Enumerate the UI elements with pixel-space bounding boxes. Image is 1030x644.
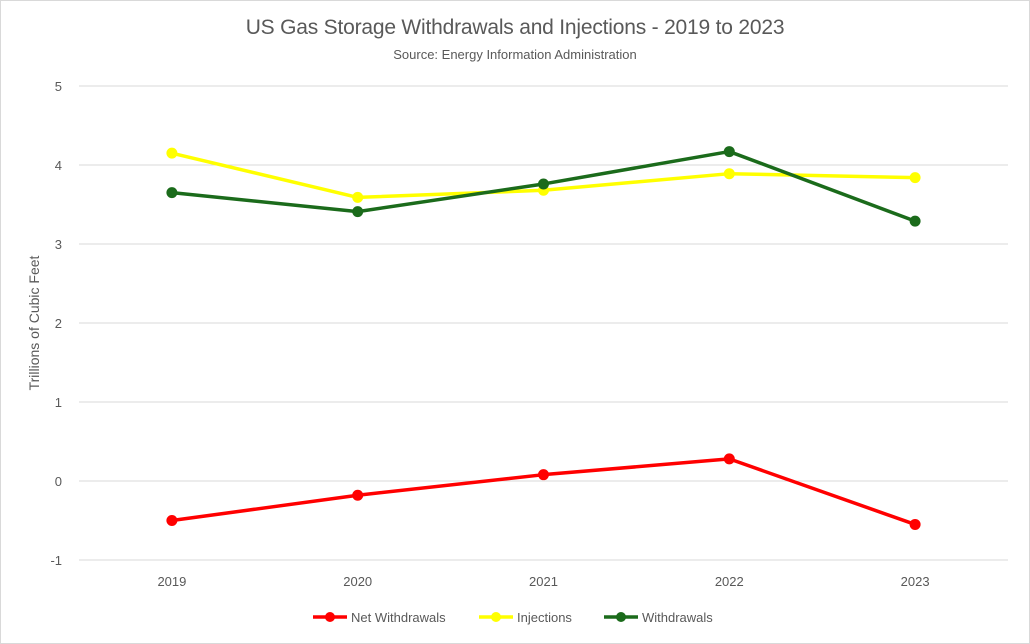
y-tick-label: 3: [55, 237, 62, 252]
y-tick-label: 2: [55, 316, 62, 331]
legend: Net Withdrawals Injections Withdrawals: [313, 610, 713, 625]
data-point-net-withdrawals: [538, 469, 549, 481]
y-axis-title: Trillions of Cubic Feet: [26, 255, 42, 390]
legend-swatch-marker: [491, 612, 501, 622]
y-tick-label: -1: [50, 553, 62, 568]
data-point-withdrawals: [166, 187, 178, 199]
data-point-injections: [352, 191, 364, 203]
series-withdrawals: [166, 146, 921, 227]
chart-subtitle: Source: Energy Information Administratio…: [393, 47, 637, 62]
legend-label: Withdrawals: [642, 610, 713, 625]
data-point-net-withdrawals: [166, 515, 178, 526]
x-tick-label: 2022: [715, 574, 744, 589]
data-point-withdrawals: [723, 146, 735, 158]
data-point-injections: [166, 147, 178, 159]
x-tick-label: 2019: [157, 574, 186, 589]
gridlines: [79, 85, 1008, 561]
y-tick-label: 0: [55, 474, 62, 489]
data-point-withdrawals: [352, 206, 364, 218]
x-axis-ticks: 2019 2020 2021 2022 2023: [157, 574, 929, 589]
series-group: [166, 146, 921, 530]
legend-swatch-marker: [616, 612, 626, 622]
series-net-withdrawals: [166, 453, 921, 530]
legend-item-withdrawals: Withdrawals: [604, 610, 713, 625]
data-point-injections: [909, 172, 921, 184]
data-point-net-withdrawals: [723, 453, 735, 465]
series-injections: [166, 147, 921, 203]
legend-label: Injections: [517, 610, 572, 625]
data-point-withdrawals: [538, 178, 549, 190]
chart-title: US Gas Storage Withdrawals and Injection…: [245, 16, 785, 39]
data-point-net-withdrawals: [352, 489, 364, 501]
legend-label: Net Withdrawals: [351, 610, 446, 625]
data-point-injections: [723, 168, 735, 180]
x-tick-label: 2020: [343, 574, 372, 589]
data-point-net-withdrawals: [909, 518, 921, 530]
y-tick-label: 4: [55, 158, 62, 173]
y-tick-label: 1: [55, 395, 62, 410]
data-point-withdrawals: [909, 215, 921, 227]
legend-swatch-marker: [325, 612, 335, 622]
y-tick-label: 5: [55, 79, 62, 94]
x-tick-label: 2023: [901, 574, 930, 589]
legend-item-injections: Injections: [479, 610, 572, 625]
series-line-net-withdrawals: [170, 457, 917, 527]
legend-item-net-withdrawals: Net Withdrawals: [313, 610, 446, 625]
x-tick-label: 2021: [529, 574, 558, 589]
y-axis-ticks: 5 4 3 2 1 0 -1: [50, 79, 62, 568]
